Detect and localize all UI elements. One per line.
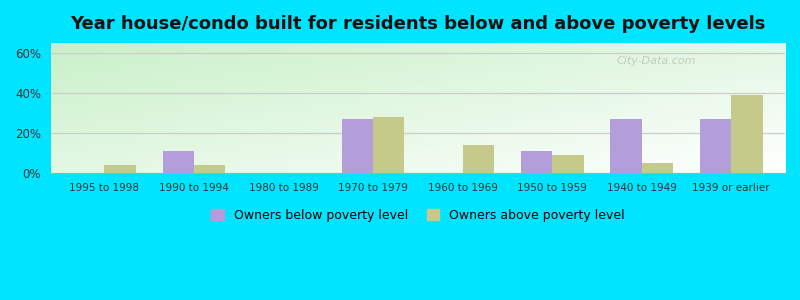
Bar xyxy=(731,95,762,173)
Title: Year house/condo built for residents below and above poverty levels: Year house/condo built for residents bel… xyxy=(70,15,766,33)
Text: City-Data.com: City-Data.com xyxy=(616,56,696,66)
Bar xyxy=(162,151,194,173)
Bar xyxy=(700,119,731,173)
Bar xyxy=(610,119,642,173)
Bar xyxy=(642,163,673,173)
Bar xyxy=(373,117,405,173)
Bar xyxy=(194,165,226,173)
Bar xyxy=(342,119,373,173)
Bar xyxy=(552,155,583,173)
Legend: Owners below poverty level, Owners above poverty level: Owners below poverty level, Owners above… xyxy=(211,209,625,222)
Bar xyxy=(521,151,552,173)
Bar xyxy=(105,165,136,173)
Bar xyxy=(462,145,494,173)
